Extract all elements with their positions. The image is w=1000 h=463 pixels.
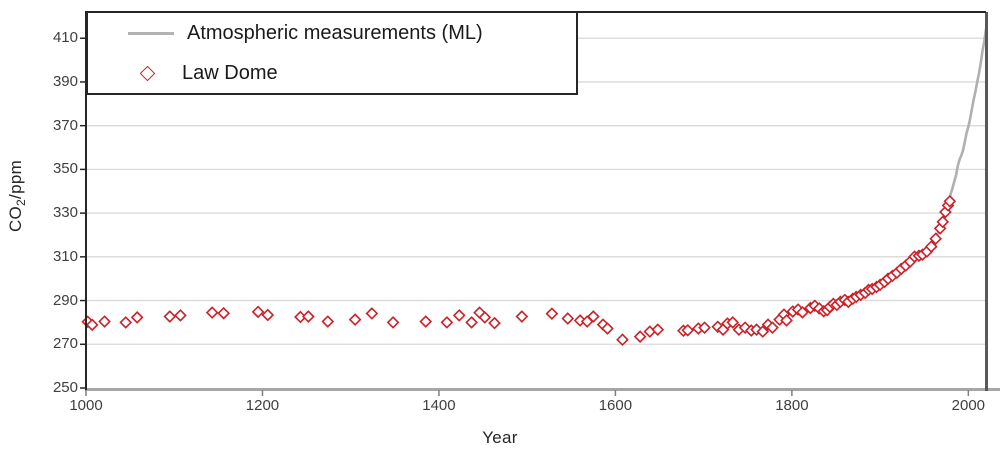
- scatter-point-law-dome: [750, 323, 763, 336]
- scatter-point-law-dome: [419, 315, 433, 328]
- scatter-point-law-dome: [488, 316, 501, 330]
- scatter-point-law-dome: [321, 315, 335, 328]
- x-axis-title: Year: [482, 428, 518, 447]
- scatter-point-law-dome: [756, 325, 770, 338]
- scatter-point-law-dome: [465, 316, 478, 329]
- y-axis-title-base: CO: [5, 205, 25, 233]
- y-axis-title-subscript: 2: [14, 198, 29, 206]
- scatter-point-law-dome: [573, 314, 587, 327]
- x-tick-label: 1800: [775, 397, 809, 414]
- x-tick-label: 2000: [951, 397, 986, 414]
- diamond-swatch-icon: [139, 65, 156, 81]
- scatter-point-law-dome: [796, 306, 809, 319]
- y-tick-label: 370: [52, 116, 78, 134]
- x-tick-label: 1400: [422, 397, 456, 414]
- scatter-point-law-dome: [545, 307, 559, 321]
- scatter-point-law-dome: [130, 311, 144, 324]
- scatter-point-law-dome: [698, 321, 711, 334]
- y-tick-label: 310: [52, 247, 78, 265]
- x-tick-label: 1000: [69, 397, 103, 414]
- legend-label-atmospheric: Atmospheric measurements (ML): [187, 21, 483, 44]
- y-axis-title-units: /ppm: [5, 159, 25, 199]
- y-tick-label: 270: [52, 335, 78, 353]
- scatter-point-law-dome: [217, 306, 230, 320]
- scatter-point-law-dome: [943, 194, 957, 208]
- scatter-point-law-dome: [780, 314, 793, 327]
- scatter-point-law-dome: [98, 315, 111, 328]
- legend-item-law-dome: Law Dome: [88, 53, 576, 93]
- scatter-point-law-dome: [601, 322, 614, 335]
- scatter-point-law-dome: [174, 309, 187, 322]
- scatter-point-law-dome: [587, 310, 600, 323]
- x-tick-label: 1600: [598, 397, 633, 414]
- legend-item-atmospheric: Atmospheric measurements (ML): [88, 13, 576, 53]
- y-tick-label: 390: [52, 72, 78, 90]
- x-tick-label: 1200: [245, 397, 280, 414]
- scatter-point-law-dome: [633, 330, 647, 343]
- scatter-point-law-dome: [163, 310, 177, 323]
- scatter-point-law-dome: [616, 333, 629, 347]
- legend: Atmospheric measurements (ML) Law Dome: [86, 11, 578, 95]
- scatter-point-law-dome: [302, 310, 315, 323]
- legend-label-law-dome: Law Dome: [182, 61, 278, 84]
- y-tick-label: 290: [52, 291, 78, 309]
- y-tick-label: 410: [52, 29, 78, 47]
- scatter-point-law-dome: [924, 240, 938, 253]
- line-swatch-icon: [128, 31, 174, 35]
- scatter-point-law-dome: [386, 316, 400, 329]
- scatter-point-law-dome: [365, 307, 379, 320]
- scatter-point-law-dome: [119, 316, 133, 329]
- scatter-point-law-dome: [205, 306, 219, 319]
- scatter-point-law-dome: [478, 311, 492, 324]
- scatter-point-law-dome: [738, 321, 752, 334]
- scatter-point-law-dome: [348, 313, 362, 326]
- scatter-point-law-dome: [85, 318, 99, 332]
- scatter-point-law-dome: [936, 215, 950, 229]
- y-axis-title: CO2/ppm: [6, 160, 28, 232]
- scatter-point-law-dome: [681, 323, 695, 337]
- y-tick-label: 330: [52, 204, 78, 222]
- scatter-point-law-dome: [515, 310, 529, 323]
- scatter-point-law-dome: [261, 308, 275, 322]
- scatter-point-law-dome: [561, 312, 575, 325]
- scatter-point-law-dome: [929, 232, 943, 246]
- y-tick-label: 350: [52, 160, 78, 178]
- y-tick-label: 250: [52, 379, 78, 396]
- scatter-point-law-dome: [726, 316, 740, 329]
- scatter-point-law-dome: [452, 309, 466, 322]
- scatter-point-law-dome: [440, 316, 454, 329]
- scatter-point-law-dome: [251, 305, 265, 319]
- scatter-point-law-dome: [711, 320, 725, 334]
- scatter-point-law-dome: [651, 323, 665, 336]
- scatter-point-law-dome: [766, 321, 779, 334]
